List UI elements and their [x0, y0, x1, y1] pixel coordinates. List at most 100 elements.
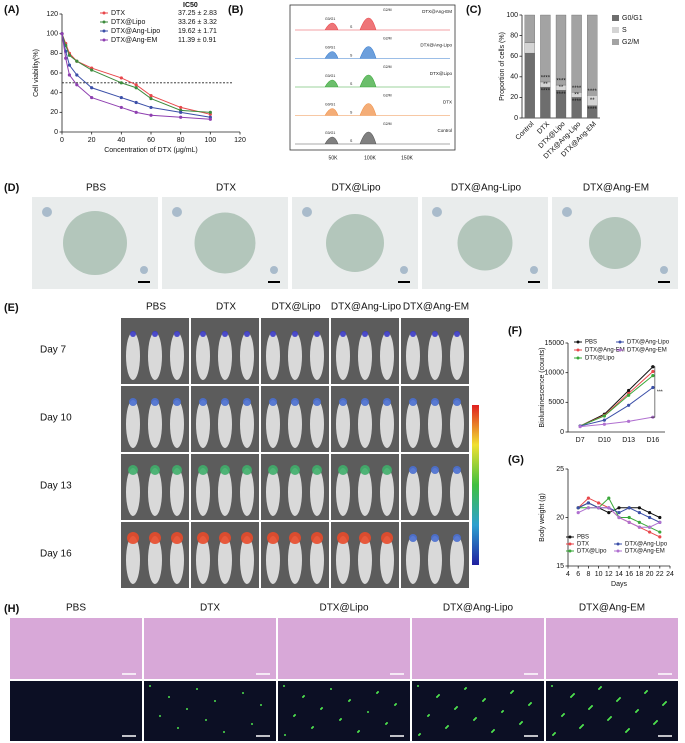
tunel-dot	[303, 695, 305, 697]
point	[119, 81, 123, 85]
legend-label: DTX@Ang-EM	[111, 37, 158, 44]
signal	[359, 532, 371, 544]
flow-x-tick-label: 100K	[364, 155, 376, 161]
tunel-dot	[330, 688, 332, 690]
tunel-dot	[428, 714, 430, 716]
tunel-dot	[196, 688, 198, 690]
peak-label: G2/M	[383, 8, 392, 12]
legend-marker	[568, 549, 572, 553]
he-image	[144, 618, 276, 679]
signal	[409, 466, 417, 474]
signal	[431, 534, 439, 542]
signal	[127, 532, 139, 544]
y-tick-label: 40	[50, 90, 58, 97]
tunel-dot	[149, 685, 151, 687]
point	[90, 68, 94, 72]
signal	[292, 331, 298, 337]
y-tick-label: 15000	[545, 340, 565, 347]
point	[576, 511, 580, 515]
tunel-dot	[260, 704, 262, 706]
mouse	[170, 332, 184, 380]
y-tick-label: 20	[556, 514, 564, 521]
mouse	[218, 536, 232, 584]
significance: **	[559, 85, 564, 91]
y-tick-label: 120	[46, 11, 58, 18]
mouse	[358, 536, 372, 584]
point	[627, 419, 631, 423]
signal	[340, 331, 346, 337]
peak-label: S	[350, 53, 353, 57]
legend-label: DTX@Ang-Lipo	[627, 340, 670, 346]
tunel-image	[546, 681, 678, 741]
legend-label: DTX@Ang-Lipo	[111, 28, 160, 35]
signal	[383, 398, 391, 406]
signal	[454, 331, 460, 337]
legend-label: DTX@Ang-EM	[625, 549, 665, 555]
signal	[129, 398, 137, 406]
point	[90, 86, 94, 90]
peak-label: G0/G1	[325, 74, 335, 78]
legend-label: PBS	[585, 340, 597, 346]
tunel-dot	[419, 733, 421, 735]
signal	[152, 331, 158, 337]
legend-title: IC50	[183, 2, 198, 9]
y-tick-label: 15	[556, 563, 564, 570]
point	[179, 110, 183, 114]
mouse	[406, 468, 420, 516]
legend-marker	[102, 38, 106, 42]
mouse	[288, 400, 302, 448]
mouse	[288, 468, 302, 516]
tunel-dot	[417, 685, 419, 687]
point	[149, 94, 153, 98]
series-line	[61, 33, 211, 115]
mouse	[428, 536, 442, 584]
point	[627, 515, 631, 520]
image-title: PBS	[66, 603, 86, 614]
point	[64, 56, 68, 60]
signal	[270, 331, 276, 337]
point	[602, 414, 606, 418]
signal	[151, 398, 159, 406]
mouse	[170, 400, 184, 448]
y-tick-label: 80	[50, 50, 58, 57]
point	[651, 369, 655, 374]
significance: ****	[541, 89, 551, 95]
significance: ****	[572, 99, 582, 105]
bar-segment	[524, 42, 535, 54]
x-axis-title: Days	[611, 581, 627, 588]
flow-histogram	[295, 74, 450, 88]
point	[67, 63, 72, 67]
legend-ic50: 37.25 ± 2.83	[178, 10, 217, 17]
flow-row-label: Control	[437, 128, 452, 133]
point	[658, 530, 662, 534]
tunel-dot	[223, 731, 225, 733]
mouse	[148, 400, 162, 448]
x-tick-label: 0	[60, 137, 64, 144]
spheroid	[457, 215, 513, 271]
point	[658, 535, 662, 539]
spheroid	[326, 214, 384, 272]
flow-histogram	[295, 131, 450, 145]
signal	[198, 465, 208, 475]
signal	[173, 398, 181, 406]
y-tick-label: 60	[510, 53, 518, 60]
y-axis-title: Proportion of cells (%)	[499, 32, 506, 101]
peak-label: G0/G1	[325, 102, 335, 106]
legend-label: DTX@Lipo	[585, 356, 615, 362]
x-tick-label: 120	[234, 137, 246, 144]
signal	[172, 465, 182, 475]
mouse	[380, 468, 394, 516]
panel-label: (H)	[4, 603, 20, 615]
peak-label: G2/M	[383, 93, 392, 97]
flow-x-tick-label: 50K	[329, 155, 339, 161]
mouse	[358, 400, 372, 448]
group-title: DTX@Ang-EM	[403, 302, 469, 313]
group-title: DTX@Lipo	[271, 302, 320, 313]
point	[627, 403, 631, 407]
image-title: DTX@Ang-EM	[583, 183, 649, 194]
flow-histogram	[295, 17, 450, 31]
point	[648, 525, 652, 529]
cell	[140, 266, 148, 274]
mouse	[218, 332, 232, 380]
x-tick-label: 22	[656, 571, 664, 578]
